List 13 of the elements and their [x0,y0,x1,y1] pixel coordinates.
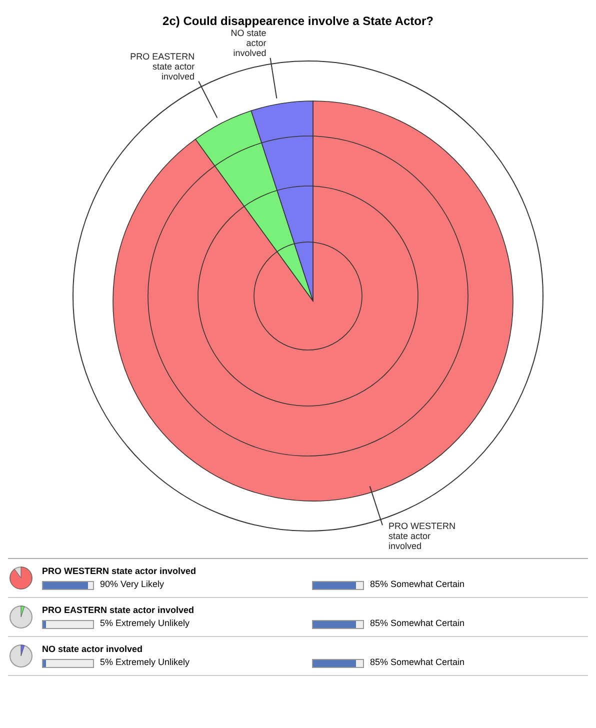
slice-label: NO state actor involved [230,28,266,58]
slice-label: PRO WESTERN state actor involved [42,566,198,576]
slice-label: PRO WESTERN state actor involved [388,521,456,552]
text: 85% Somewhat Certain [370,579,465,590]
slice-label: PRO EASTERN state actor involved [130,51,195,82]
text: 85% Somewhat Certain [370,657,465,668]
text: 90% Very Likely [100,579,164,590]
text: 5% Extremely Unlikely [100,618,190,628]
text: 5% Extremely Unlikely [100,657,190,668]
legend-label: PRO EASTERN state actor involved [42,605,196,616]
legend-label: NO state actor involved [42,644,144,654]
chart-title: 2c) Could disappearence involve a State Actor? [162,13,434,28]
text: 85% Somewhat Certain [370,618,465,628]
